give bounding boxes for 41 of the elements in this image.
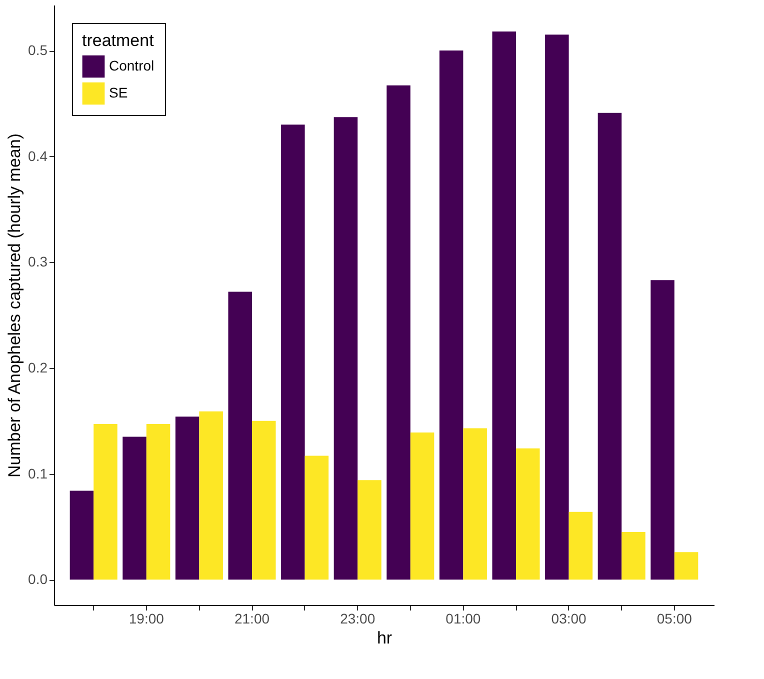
y-axis-title: Number of Anopheles captured (hourly mean) [5,134,24,478]
y-tick-label: 0.3 [28,254,48,270]
legend-label: SE [109,84,128,100]
bar [122,436,146,580]
bar [439,50,464,580]
bar [598,112,622,580]
bar [304,456,329,580]
bar [146,424,170,580]
bar [94,424,118,580]
x-tick-label: 21:00 [234,610,270,626]
bar [545,34,569,580]
x-tick-label: 23:00 [340,610,376,626]
bar [334,117,358,580]
legend-title: treatment [82,31,154,50]
bar [674,552,698,580]
bar [252,420,276,580]
bar [492,31,516,580]
x-axis-title: hr [376,628,392,648]
x-tick-label: 05:00 [656,610,692,626]
bar [568,512,593,580]
bar [410,432,434,580]
bar [281,124,305,580]
x-tick-label: 01:00 [446,610,481,626]
x-tick-label: 03:00 [551,610,587,626]
legend-label: Control [109,58,154,74]
bar [70,490,94,580]
bar [386,85,410,580]
y-tick-label: 0.5 [28,42,48,58]
bar [463,428,487,580]
bar [516,448,540,580]
y-tick-label: 0.1 [28,465,48,482]
bar [228,292,252,580]
bar [175,416,200,580]
bar [199,411,223,580]
x-tick-label: 19:00 [128,610,164,626]
y-tick-label: 0.0 [28,571,48,588]
bar [650,280,674,580]
bar [622,532,646,580]
bar [358,480,382,580]
y-tick-label: 0.2 [28,359,48,376]
y-tick-label: 0.4 [28,148,48,164]
